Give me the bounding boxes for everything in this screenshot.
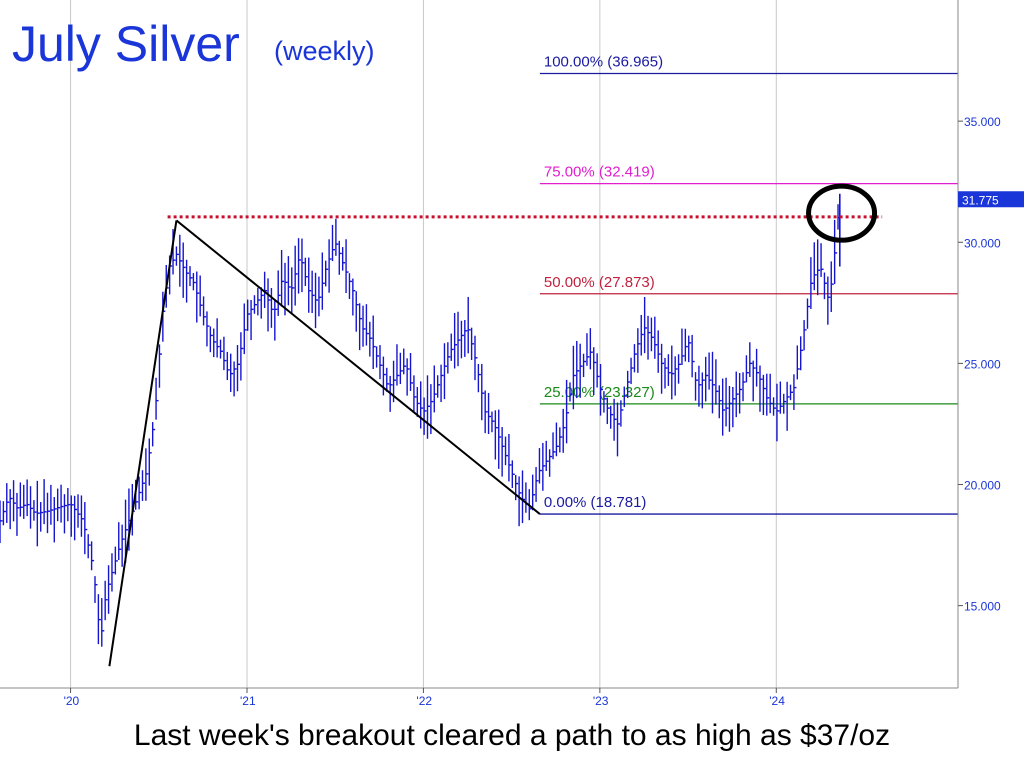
- x-tick-label: '23: [593, 694, 609, 708]
- retracement-level-label: 0.00% (18.781): [544, 494, 647, 511]
- annotations: 31.775: [167, 183, 1024, 243]
- grid-lines: [70, 0, 777, 688]
- axes: 15.000 20.000 25.000 30.000 35.000 '20 '21 '22 '…: [0, 0, 1001, 708]
- last-price-badge: [958, 191, 1024, 208]
- x-tick-label: '20: [64, 694, 80, 708]
- x-tick-label: '24: [769, 694, 785, 708]
- y-tick-label: 20.000: [964, 479, 1001, 493]
- y-tick-label: 35.000: [964, 115, 1001, 129]
- trend-lines: [108, 219, 541, 667]
- y-tick-label: 15.000: [964, 600, 1001, 614]
- retracement-levels: 100.00% (36.965) 75.00% (32.419) 50.00% (2…: [539, 54, 958, 515]
- price-bars: [0, 193, 841, 647]
- retracement-level-label: 75.00% (32.419): [544, 164, 655, 181]
- trend-line: [175, 219, 541, 515]
- chart-caption: Last week's breakout cleared a path to a…: [133, 719, 891, 752]
- trend-line: [108, 220, 178, 667]
- last-price-label: 31.775: [962, 193, 999, 207]
- chart-title: July Silver: [12, 16, 240, 72]
- x-tick-label: '21: [240, 694, 256, 708]
- y-tick-label: 25.000: [964, 357, 1001, 371]
- x-tick-label: '22: [416, 694, 432, 708]
- y-tick-label: 30.000: [964, 236, 1001, 250]
- retracement-level-label: 100.00% (36.965): [544, 54, 663, 71]
- retracement-level-label: 25.00% (23.327): [544, 384, 655, 401]
- breakout-highlight-circle: [806, 183, 878, 243]
- retracement-level-label: 50.00% (27.873): [544, 274, 655, 291]
- chart-subtitle: (weekly): [274, 36, 375, 66]
